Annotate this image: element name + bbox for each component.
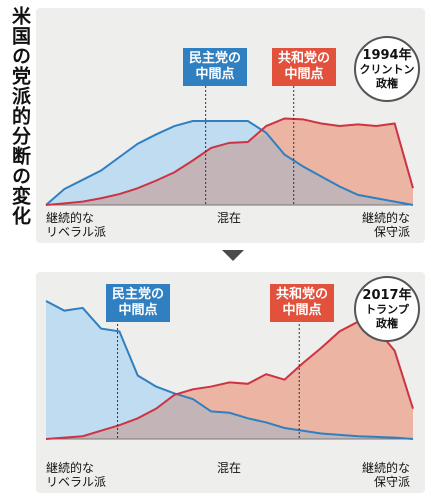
badge-year: 2017年 [362,287,412,303]
era-badge-2017: 2017年 トランプ 政権 [354,276,420,342]
x-label-conservative: 継続的な 保守派 [362,211,411,239]
rep-area [46,321,413,439]
overlap-area [46,394,413,439]
badge-name: トランプ 政権 [365,302,409,330]
dem-line [45,120,414,206]
rep-line [45,117,414,206]
era-badge-1994: 1994年 クリントン 政権 [354,36,420,102]
chart-plot-1994 [45,66,414,206]
badge-name: クリントン 政権 [359,62,415,90]
x-label-mixed: 混在 [217,211,242,225]
rep-line [45,320,414,440]
dem-median-label: 民主党の 中間点 [183,48,248,86]
down-arrow-icon [222,250,244,261]
rep-median-label: 共和党の 中間点 [270,284,335,322]
dem-median-label: 民主党の 中間点 [106,284,171,322]
x-label-mixed: 混在 [217,461,242,475]
chart-panel-1994: 民主党の 中間点 共和党の 中間点 1994年 クリントン 政権 継続的な リベ… [36,8,425,243]
x-label-liberal: 継続的な リベラル派 [46,211,107,239]
chart-panel-2017: 民主党の 中間点 共和党の 中間点 2017年 トランプ 政権 継続的な リベラ… [36,272,425,493]
overlap-area [46,132,413,205]
badge-year: 1994年 [362,47,412,63]
dem-area [46,301,413,439]
page-title: 米国の党派的分断の変化 [9,6,31,226]
x-label-liberal: 継続的な リベラル派 [46,461,107,489]
x-label-conservative: 継続的な 保守派 [362,461,411,489]
rep-median-label: 共和党の 中間点 [272,48,337,86]
dem-line [45,300,414,440]
chart-plot-2017 [45,300,414,440]
